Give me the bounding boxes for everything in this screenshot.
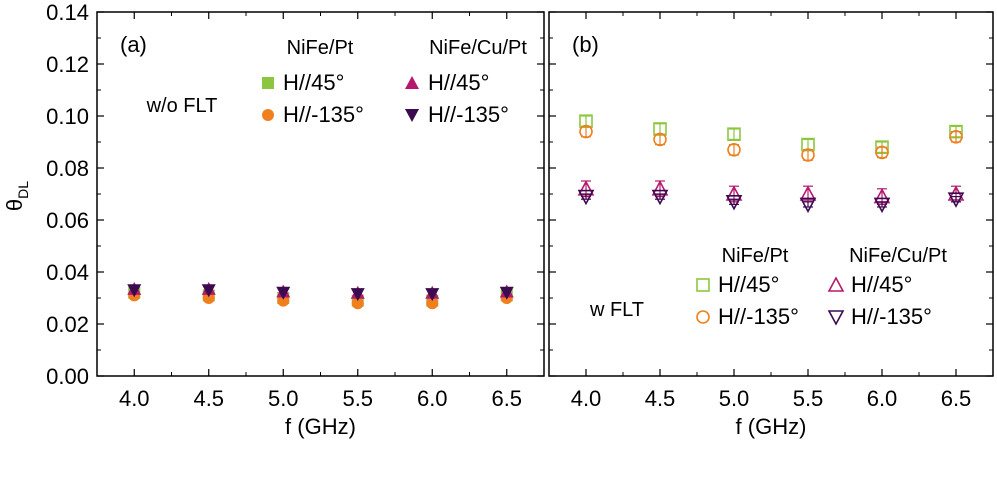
legend-marker [405,76,419,89]
data-point [127,284,142,298]
data-point [653,132,667,147]
y-tick-label: 0.10 [46,104,89,129]
y-tick-label: 0.08 [46,156,89,181]
series-2 [128,289,513,310]
data-point [276,286,291,300]
series-4 [127,284,514,302]
legend-marker [696,278,710,292]
data-point [351,297,364,310]
x-tick-label: 6.0 [417,386,448,411]
x-tick-label: 6.5 [941,386,972,411]
legend-entry-label: H//-135° [428,102,509,127]
data-point [426,297,439,310]
data-point [873,197,891,214]
series-3 [127,281,514,299]
legend-marker [696,310,710,324]
y-tick-label: 0.14 [46,0,89,25]
series-1 [128,286,513,307]
x-tick-label: 6.5 [491,386,522,411]
x-tick-label: 4.0 [119,386,150,411]
legend-heading: NiFe/Cu/Pt [429,37,527,59]
panel-b: 4.0 4.5 5.0 5.5 6.0 6.5 f (GHz) (b) w FLT NiFe/Pt… [548,11,994,439]
x-axis-title: f (GHz) [285,414,356,439]
legend-entry-label: H//45° [428,70,489,95]
legend-marker [262,77,274,89]
data-point [727,127,741,141]
legend-marker [405,109,419,122]
legend-heading: NiFe/Pt [287,37,354,59]
data-point [651,189,669,206]
x-tick-label: 5.5 [342,386,373,411]
y-tick-label: 0.02 [46,312,89,337]
data-point [949,130,963,144]
x-tick-label: 5.5 [793,386,824,411]
legend-marker [827,310,845,326]
panel-label: (b) [572,32,599,57]
panel-label: (a) [120,32,147,57]
x-tick-label: 5.0 [719,386,750,411]
condition-label: w/o FLT [146,95,218,117]
data-point [277,294,290,307]
legend-entry-label: H//-135° [718,304,799,329]
series-4 [577,189,965,214]
x-tick-label: 6.0 [867,386,898,411]
data-point [875,145,889,160]
x-axis-title: f (GHz) [736,414,807,439]
data-point [725,195,743,211]
data-point [577,189,595,206]
legend-heading: NiFe/Cu/Pt [849,245,947,267]
data-point [202,292,215,304]
x-tick-label: 4.0 [571,386,602,411]
y-axis-title: θDL [2,181,31,211]
condition-label: w FLT [589,299,644,321]
x-tick-label: 4.5 [645,386,676,411]
legend-entry-label: H//-135° [283,102,364,127]
series-1 [579,114,963,154]
data-point [947,192,965,208]
legend-group-2: NiFe/Cu/Pt H//45° H//-135° [405,37,527,127]
data-point [579,124,593,139]
x-tick-label: 5.0 [268,386,299,411]
y-tick-label: 0.04 [46,260,89,285]
y-tick-label: 0.00 [46,364,89,389]
legend-group-2: NiFe/Cu/Pt H//45° H//-135° [827,245,947,329]
series-2 [579,124,963,162]
legend-entry-label: H//45° [851,272,912,297]
y-tick-label: 0.12 [46,52,89,77]
plot-frame [96,11,545,377]
data-point [799,197,817,214]
legend-marker [262,109,274,121]
panel-a: 4.0 4.5 5.0 5.5 6.0 6.5 0.00 0.02 0.04 0.06 0.08 0.… [46,0,545,439]
y-axis-title-subscript: DL [15,181,31,199]
data-point [425,288,440,302]
data-point [350,288,365,302]
legend-heading: NiFe/Pt [722,245,789,267]
legend-marker [827,276,845,292]
legend-entry-label: H//-135° [851,304,932,329]
legend-group-1: NiFe/Pt H//45° H//-135° [262,37,364,127]
data-point [799,185,817,201]
y-axis-title-main: θ [2,199,27,211]
legend-entry-label: H//45° [718,272,779,297]
series-3 [577,180,965,205]
legend-entry-label: H//45° [283,70,344,95]
data-point [727,143,741,157]
data-point [201,284,216,298]
x-tick-label: 4.5 [193,386,224,411]
data-point [499,286,514,300]
legend-group-1: NiFe/Pt H//45° H//-135° [696,245,799,329]
y-tick-label: 0.06 [46,208,89,233]
data-point [801,148,815,162]
